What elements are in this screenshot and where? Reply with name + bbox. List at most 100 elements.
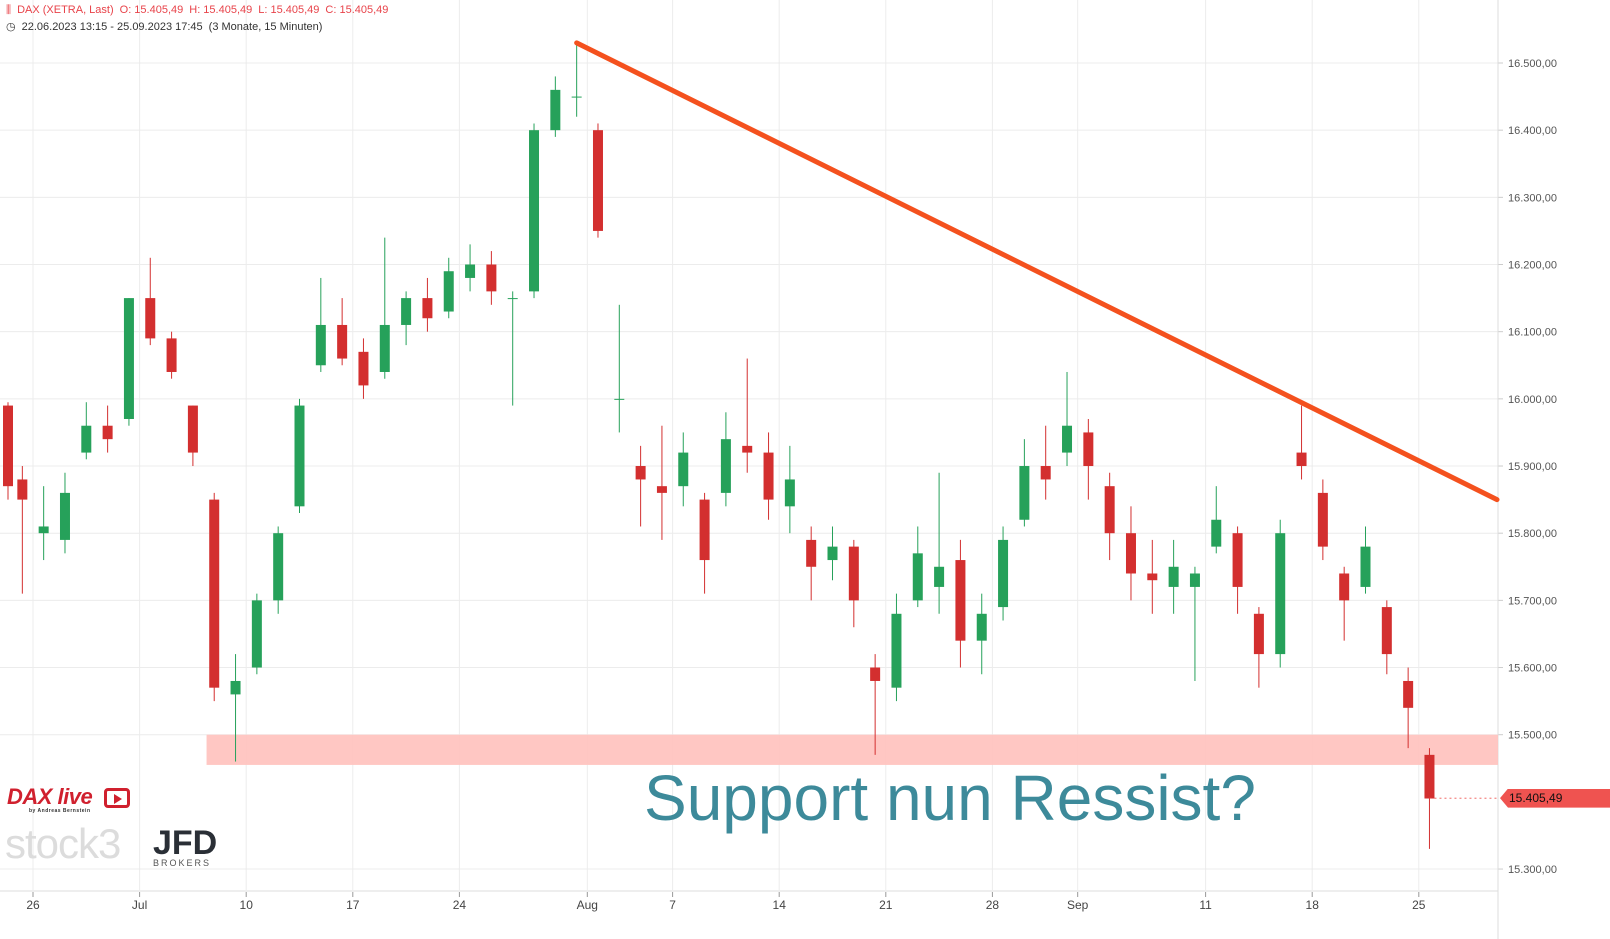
close-value: C: 15.405,49 xyxy=(325,4,389,16)
candle-body xyxy=(550,89,561,131)
candle-body xyxy=(1083,432,1094,467)
candle-body xyxy=(998,539,1009,608)
period: (3 Monate, 15 Minuten) xyxy=(208,21,323,33)
candle-body xyxy=(1424,754,1435,799)
candle-body xyxy=(1360,546,1371,587)
y-tick-label: 15.700,00 xyxy=(1508,595,1557,607)
candle-body xyxy=(443,271,454,312)
open-value: O: 15.405,49 xyxy=(119,4,184,16)
candle-body xyxy=(784,479,795,507)
candle-body xyxy=(635,466,646,480)
y-tick-label: 15.300,00 xyxy=(1508,864,1557,876)
x-tick-label: 26 xyxy=(26,898,40,912)
candle-body xyxy=(1168,566,1179,587)
x-tick-label: 24 xyxy=(453,898,467,912)
candle-body xyxy=(1040,466,1051,480)
candle-body xyxy=(230,680,241,695)
candle-body xyxy=(166,338,177,372)
candle-body xyxy=(17,479,28,500)
candle-body xyxy=(678,452,689,487)
candle-body xyxy=(273,533,284,601)
candle-body xyxy=(848,546,859,601)
jfd-logo: JFD BROKERS xyxy=(153,826,217,869)
candle-body xyxy=(486,264,497,292)
x-tick-label: 28 xyxy=(986,898,1000,912)
candle-body xyxy=(81,425,92,453)
candle-body xyxy=(315,324,326,366)
candle-body xyxy=(1403,680,1414,708)
candle-body xyxy=(1125,533,1136,574)
candle-body xyxy=(1211,519,1222,547)
candle-body xyxy=(422,298,433,319)
candle-body xyxy=(891,613,902,688)
candle-body xyxy=(145,298,156,339)
trendline xyxy=(574,40,1500,503)
stock3-logo: stock3 xyxy=(5,820,121,867)
y-tick-label: 16.100,00 xyxy=(1508,327,1557,339)
x-tick-label: 14 xyxy=(773,898,787,912)
candle-body xyxy=(251,600,262,668)
candle-body xyxy=(1339,573,1350,601)
dax-live-subtitle: by Andreas Bernstein xyxy=(29,808,91,814)
candle-body xyxy=(1062,425,1073,453)
candle-body xyxy=(465,264,476,278)
candle-body xyxy=(934,566,945,587)
y-tick-label: 16.400,00 xyxy=(1508,125,1557,137)
candle-body xyxy=(763,452,774,500)
candle-body xyxy=(806,539,817,567)
ohlc-header: ⫼ DAX (XETRA, Last) O: 15.405,49 H: 15.405,… xyxy=(6,4,394,17)
play-icon xyxy=(104,788,130,808)
candle-body xyxy=(1296,452,1307,467)
x-tick-label: 21 xyxy=(879,898,893,912)
low-value: L: 15.405,49 xyxy=(258,4,320,16)
candle-body xyxy=(1189,573,1200,587)
candle-body xyxy=(358,351,369,386)
candle-body xyxy=(571,96,582,98)
candle-body xyxy=(1381,607,1392,655)
candle-body xyxy=(507,298,518,300)
candle-body xyxy=(123,298,134,420)
candle-body xyxy=(1317,492,1328,547)
candle-body xyxy=(59,492,70,540)
x-tick-label: 25 xyxy=(1412,898,1426,912)
candle-body xyxy=(699,499,710,561)
candle-body xyxy=(1232,533,1243,587)
x-tick-label: 17 xyxy=(346,898,360,912)
candle-body xyxy=(1019,466,1030,520)
candle-body xyxy=(3,405,13,487)
candle-body xyxy=(187,405,198,453)
y-tick-label: 16.300,00 xyxy=(1508,192,1557,204)
candle-body xyxy=(38,526,49,534)
jfd-subtitle: BROKERS xyxy=(153,858,212,868)
candle-body xyxy=(870,667,881,681)
candles-icon: ⫼ xyxy=(6,4,12,16)
x-tick-label: 10 xyxy=(240,898,254,912)
candle-body xyxy=(976,613,987,641)
candle-body xyxy=(294,405,305,507)
date-range: 22.06.2023 13:15 - 25.09.2023 17:45 xyxy=(21,21,203,33)
candle-body xyxy=(1275,533,1286,655)
candle-body xyxy=(102,425,113,440)
x-tick-label: 18 xyxy=(1306,898,1320,912)
y-tick-label: 15.800,00 xyxy=(1508,528,1557,540)
y-tick-label: 16.200,00 xyxy=(1508,260,1557,272)
x-tick-label: Jul xyxy=(132,898,147,912)
candle-body xyxy=(1253,613,1264,655)
candle-body xyxy=(1104,486,1115,534)
candle-body xyxy=(401,298,412,325)
candle-body xyxy=(955,560,966,641)
candle-body xyxy=(1147,573,1158,581)
candle-body xyxy=(614,398,625,400)
candle-body xyxy=(656,486,667,493)
candle-body xyxy=(337,324,348,359)
annotation-text: Support nun Ressist? xyxy=(644,762,1256,834)
x-tick-label: 7 xyxy=(669,898,676,912)
candle-body xyxy=(592,130,603,231)
dax-live-title: DAX live xyxy=(7,784,93,809)
y-tick-label: 16.000,00 xyxy=(1508,394,1557,406)
support-zone xyxy=(206,734,1498,765)
candle-body xyxy=(720,439,731,493)
dax-live-logo: DAX live by Andreas Bernstein xyxy=(7,784,93,815)
y-tick-label: 15.900,00 xyxy=(1508,461,1557,473)
